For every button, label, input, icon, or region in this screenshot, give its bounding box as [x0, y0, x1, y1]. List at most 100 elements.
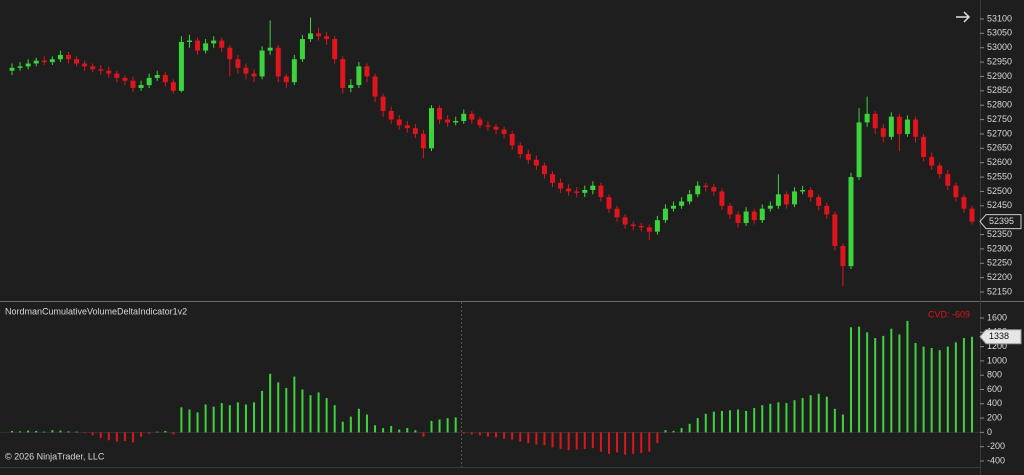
candle-body	[921, 136, 927, 157]
candle-body	[541, 165, 547, 175]
bar	[398, 429, 401, 433]
bar	[511, 432, 514, 440]
bar	[890, 328, 893, 433]
bar	[277, 382, 280, 433]
bar	[228, 405, 231, 433]
candle-body	[469, 113, 475, 120]
candle-body	[219, 40, 225, 48]
bar	[140, 432, 143, 437]
bar	[59, 430, 62, 433]
candle-body	[195, 40, 201, 51]
bar	[882, 335, 885, 433]
candle-body	[461, 113, 467, 122]
candle-body	[25, 63, 31, 67]
candle-body	[671, 205, 677, 209]
candle-body	[687, 194, 693, 202]
candle-body	[9, 67, 15, 71]
bar	[438, 419, 441, 433]
y-tick-label: 600	[987, 384, 1002, 394]
y-tick-label: -200	[987, 441, 1005, 451]
candle-body	[727, 205, 733, 215]
bar	[382, 428, 385, 433]
candle-body	[106, 70, 112, 74]
candle-body	[743, 211, 749, 224]
y-tick-label: 52350	[987, 229, 1012, 239]
y-tick-label: 0	[987, 427, 992, 437]
candle-body	[783, 194, 789, 205]
candle-body	[428, 108, 434, 149]
candle-body	[574, 191, 580, 193]
bar	[390, 425, 393, 433]
candle-body	[711, 187, 717, 192]
bar	[349, 416, 352, 433]
candle-body	[533, 159, 539, 166]
candle-body	[703, 185, 709, 188]
candle-body	[888, 116, 894, 137]
candle-body	[913, 119, 919, 137]
candle-body	[364, 66, 370, 77]
bar	[35, 430, 38, 433]
candle-body	[348, 85, 354, 88]
bar	[914, 343, 917, 433]
candle-body	[243, 67, 249, 74]
candle-body	[404, 125, 410, 129]
bar	[712, 411, 715, 433]
candle-body	[283, 76, 289, 83]
bar	[27, 430, 30, 433]
candle-body	[864, 113, 870, 123]
candle-body	[759, 208, 765, 221]
bar	[478, 432, 481, 436]
y-tick-label: 52600	[987, 157, 1012, 167]
candle-body	[90, 66, 96, 70]
candle-body	[453, 121, 459, 123]
bar	[43, 431, 46, 433]
bar	[470, 432, 473, 435]
bar	[148, 432, 151, 434]
bar	[922, 346, 925, 433]
bar	[898, 334, 901, 433]
y-tick-label: 53050	[987, 28, 1012, 38]
candle-body	[937, 165, 943, 175]
candle-body	[961, 197, 967, 209]
bar	[656, 432, 659, 444]
bar	[293, 376, 296, 433]
bar	[632, 432, 635, 454]
bar	[365, 414, 368, 433]
bar	[817, 393, 820, 433]
candle-body	[824, 205, 830, 215]
y-tick-label: 52150	[987, 286, 1012, 296]
candle-body	[566, 188, 572, 192]
candle-body	[501, 129, 507, 134]
candle-body	[582, 189, 588, 193]
candle-body	[638, 225, 644, 228]
candle-body	[509, 133, 515, 146]
candle-body	[211, 40, 217, 44]
candle-body	[792, 191, 798, 205]
candle-body	[832, 214, 838, 247]
y-tick-label: 52950	[987, 56, 1012, 66]
bar	[115, 432, 118, 442]
bar	[422, 432, 425, 437]
indicator-title: NordmanCumulativeVolumeDeltaIndicator1v2	[5, 306, 187, 316]
bar	[753, 408, 756, 433]
candle-body	[840, 246, 846, 267]
candle-body	[695, 185, 701, 195]
candle-body	[227, 47, 233, 60]
bar	[607, 432, 610, 454]
bar	[777, 402, 780, 433]
candle-body	[324, 36, 330, 40]
candle-body	[316, 33, 322, 37]
bar	[123, 432, 126, 441]
candle-body	[485, 125, 491, 127]
bar	[559, 432, 562, 449]
bar	[946, 346, 949, 433]
bar	[583, 432, 586, 449]
y-tick-label: 800	[987, 370, 1002, 380]
bar	[648, 432, 651, 452]
scroll-arrow[interactable]	[956, 11, 971, 23]
y-tick-label: 400	[987, 398, 1002, 408]
y-tick-label: 52800	[987, 100, 1012, 110]
candle-body	[74, 59, 80, 64]
candle-body	[299, 39, 305, 60]
